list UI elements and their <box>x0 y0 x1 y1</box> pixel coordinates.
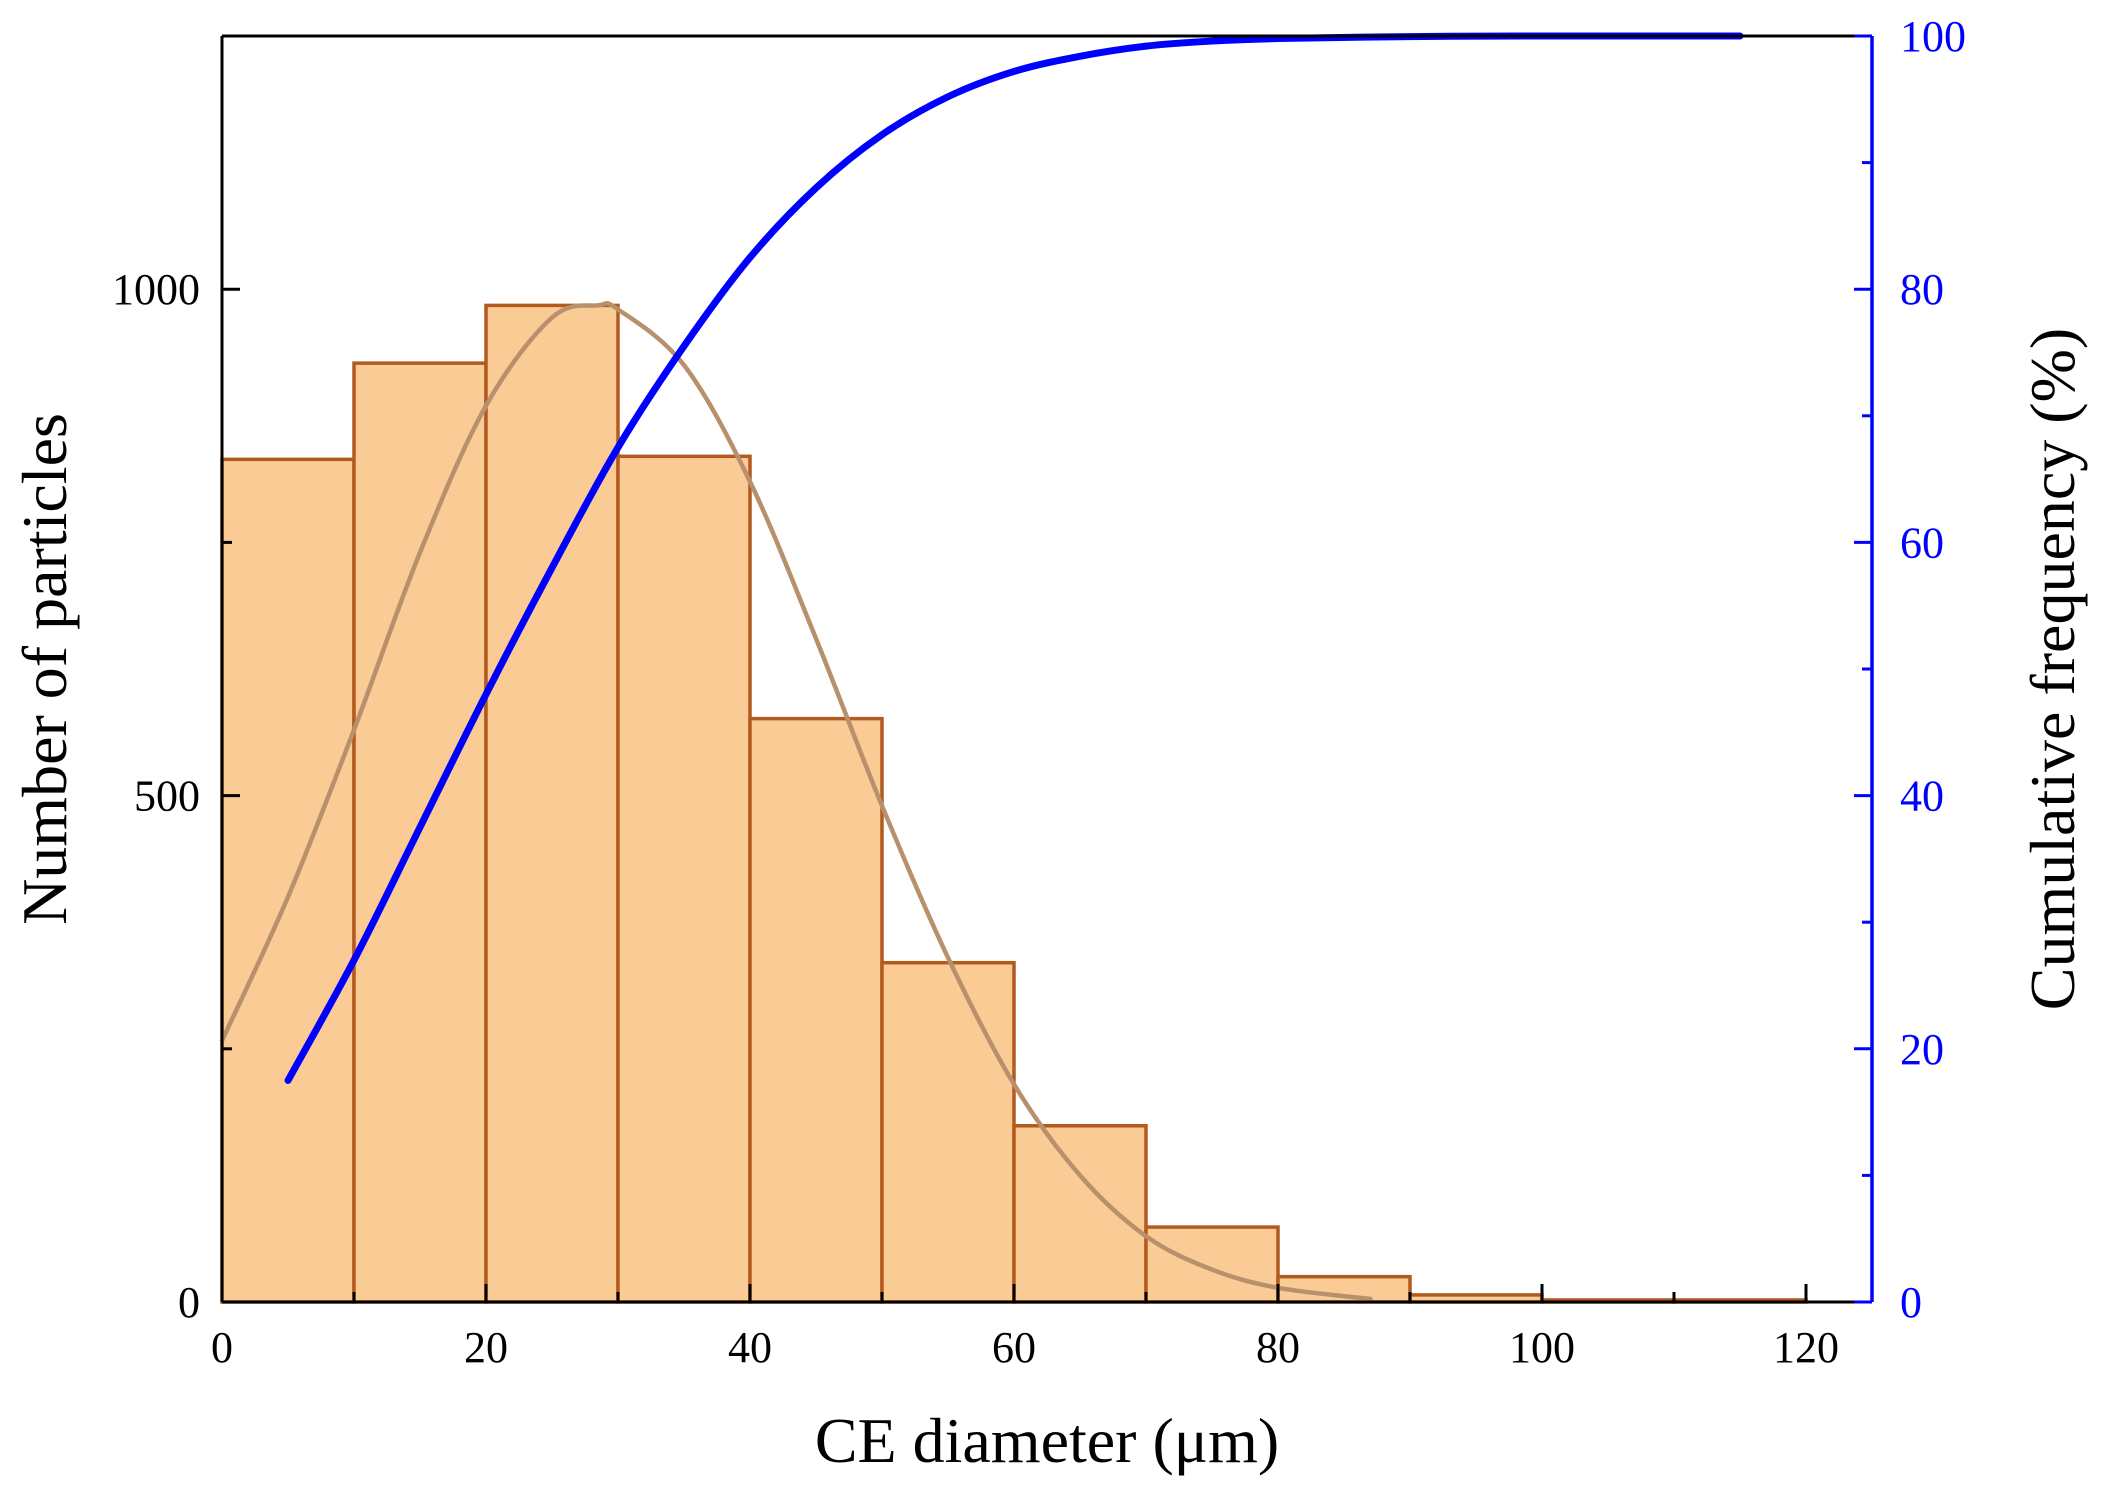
x-tick-label: 60 <box>992 1323 1036 1372</box>
cumulative-frequency-line <box>284 32 1744 1084</box>
y2-tick-label: 60 <box>1900 518 1944 567</box>
y2-tick-label: 0 <box>1900 1278 1922 1327</box>
y2-tick-label: 80 <box>1900 265 1944 314</box>
normal-fit-curve <box>219 300 1373 1302</box>
x-tick-label: 80 <box>1256 1323 1300 1372</box>
y-tick-label: 1000 <box>112 265 200 314</box>
bars-layer <box>220 303 1808 1304</box>
histogram-bar-3 <box>616 454 752 1304</box>
x-tick-label: 100 <box>1509 1323 1575 1372</box>
histogram-bar-6 <box>1012 1124 1148 1304</box>
y2-axis-title: Cumulative frequency (%) <box>2017 328 2088 1010</box>
y-axis-title: Number of particles <box>9 413 80 925</box>
axes-layer: 0 20 40 60 80 100 120 0 500 1000 0 20 40 60 80 100 <box>112 12 1966 1372</box>
histogram-bar-4 <box>748 716 884 1304</box>
y-tick-label: 500 <box>134 772 200 821</box>
x-axis-title: CE diameter (μm) <box>815 1405 1279 1476</box>
y2-tick-label: 100 <box>1900 12 1966 61</box>
histogram-bar-5 <box>880 960 1016 1304</box>
x-tick-label: 20 <box>464 1323 508 1372</box>
x-tick-label: 120 <box>1773 1323 1839 1372</box>
histogram-bar-7 <box>1144 1225 1280 1304</box>
histogram-bar-2 <box>484 303 620 1304</box>
x-tick-label: 0 <box>211 1323 233 1372</box>
histogram-bar-0 <box>220 457 356 1304</box>
lines-layer <box>219 32 1744 1302</box>
y2-tick-label: 40 <box>1900 772 1944 821</box>
x-tick-label: 40 <box>728 1323 772 1372</box>
y-tick-label: 0 <box>178 1278 200 1327</box>
y2-tick-label: 20 <box>1900 1025 1944 1074</box>
